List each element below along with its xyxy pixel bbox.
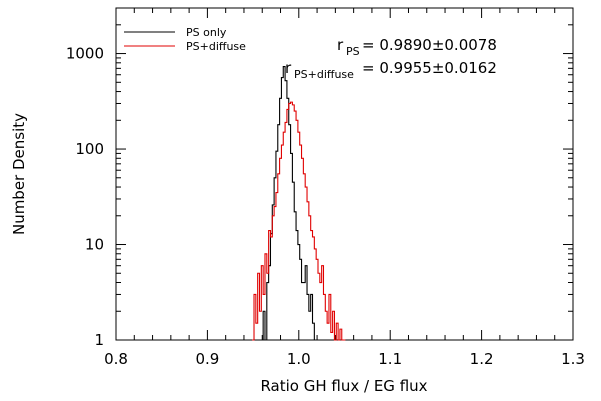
annotation-r-ps-diffuse: r PS+diffuse = 0.9955±0.0162 <box>285 59 497 81</box>
y-axis-title: Number Density <box>10 113 28 235</box>
y-tick-label: 1 <box>94 331 104 349</box>
legend-label-ps-only: PS only <box>186 26 227 39</box>
series-layer <box>252 66 346 341</box>
x-axis-title: Ratio GH flux / EG flux <box>260 377 427 395</box>
annotation-r-ps-sub: PS <box>346 45 360 58</box>
x-tick-label: 1.3 <box>561 350 585 368</box>
x-tick-label: 1.0 <box>287 350 311 368</box>
annotation-r-ps-base: r <box>337 36 344 54</box>
x-tick-label: 1.1 <box>378 350 402 368</box>
annotation-r-ps: r PS = 0.9890±0.0078 <box>337 36 497 58</box>
series-line-ps-diffuse <box>252 101 346 341</box>
annotation-r-ps-value: = 0.9890±0.0078 <box>362 36 497 54</box>
legend-label-ps-diffuse: PS+diffuse <box>186 40 246 53</box>
y-tick-label: 10 <box>85 236 104 254</box>
x-tick-label: 0.8 <box>104 350 128 368</box>
annotation-r-ps-diffuse-base: r <box>285 59 292 77</box>
x-tick-label: 0.9 <box>195 350 219 368</box>
x-tick-label: 1.2 <box>470 350 494 368</box>
annotation-r-ps-diffuse-sub: PS+diffuse <box>294 68 354 81</box>
series-line-ps-only <box>261 66 317 341</box>
axis-ticks: 0.8 0.9 1.0 1.1 1.2 1.3 1 10 100 1000 <box>66 7 585 368</box>
annotation-r-ps-diffuse-value: = 0.9955±0.0162 <box>362 59 497 77</box>
y-tick-label: 100 <box>75 140 104 158</box>
plot-frame <box>115 7 574 341</box>
y-tick-label: 1000 <box>66 45 104 63</box>
legend: PS only PS+diffuse <box>124 26 246 53</box>
